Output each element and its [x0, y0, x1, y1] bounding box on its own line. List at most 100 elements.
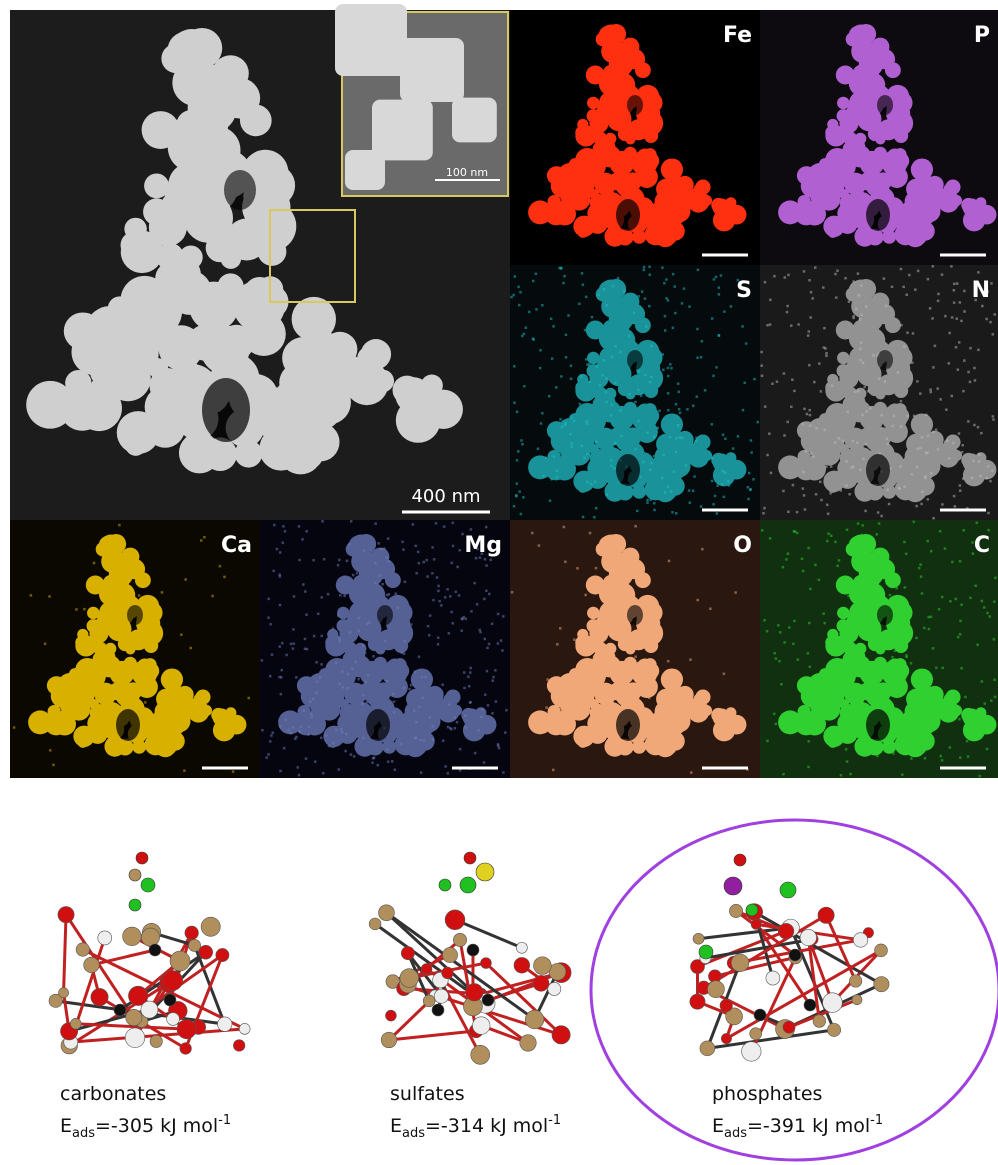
noise [513, 365, 516, 368]
noise [879, 426, 883, 429]
bond [385, 911, 536, 1021]
noise [977, 271, 980, 274]
atom [385, 1009, 397, 1022]
noise [824, 347, 827, 350]
noise [352, 573, 355, 577]
noise [451, 622, 455, 625]
noise [863, 385, 866, 389]
noise [975, 521, 979, 525]
noise [485, 564, 488, 567]
noise [875, 533, 879, 536]
noise [339, 594, 342, 597]
noise [502, 771, 505, 774]
noise [985, 747, 989, 751]
noise [834, 272, 837, 276]
noise [513, 275, 517, 278]
noise [674, 512, 678, 515]
noise [646, 501, 649, 504]
noise [969, 346, 972, 350]
noise [666, 392, 670, 395]
noise [966, 755, 970, 758]
noise [642, 265, 646, 269]
noise [822, 286, 825, 289]
noise [671, 326, 675, 330]
noise [958, 301, 962, 304]
noise [372, 655, 375, 658]
noise [461, 532, 464, 536]
atom [720, 1033, 732, 1045]
noise [647, 696, 651, 700]
noise [504, 731, 507, 734]
noise [937, 608, 941, 611]
noise [653, 508, 656, 512]
noise [377, 542, 380, 545]
atom [453, 932, 467, 947]
noise [963, 359, 966, 362]
noise [825, 539, 829, 543]
noise [911, 332, 915, 335]
noise [727, 484, 731, 487]
noise [320, 634, 324, 638]
atom [723, 876, 743, 896]
noise [345, 559, 349, 563]
noise [517, 285, 520, 289]
noise [893, 649, 897, 653]
noise [982, 606, 986, 609]
atom [782, 1020, 796, 1034]
noise [933, 344, 937, 348]
noise [910, 757, 913, 760]
noise [974, 298, 977, 302]
noise [458, 769, 462, 772]
noise [752, 478, 755, 481]
noise [319, 736, 323, 740]
noise [932, 516, 935, 520]
noise [968, 380, 972, 384]
noise [926, 498, 929, 501]
noise [496, 642, 500, 645]
noise [982, 290, 986, 294]
noise [559, 418, 562, 421]
noise [365, 700, 369, 704]
element-label: Ca [221, 533, 252, 558]
noise [487, 642, 491, 646]
noise [580, 272, 584, 275]
noise [722, 672, 726, 676]
noise [803, 508, 807, 511]
atom [90, 988, 109, 1007]
noise [450, 610, 453, 614]
atom [48, 993, 63, 1008]
atom [788, 948, 802, 962]
atom [873, 976, 890, 993]
noise [144, 701, 147, 704]
noise [926, 539, 929, 543]
noise [512, 293, 515, 297]
noise [849, 772, 852, 776]
noise [964, 695, 967, 699]
atom [725, 1007, 743, 1026]
caption-name: sulfates [390, 1083, 465, 1105]
noise [916, 269, 920, 273]
atom [719, 999, 733, 1013]
element-label: S [736, 278, 752, 303]
noise [295, 735, 298, 739]
noise [576, 567, 579, 570]
atom [465, 983, 484, 1002]
noise [560, 267, 563, 270]
noise [691, 489, 695, 493]
noise [283, 530, 287, 533]
noise [953, 505, 957, 508]
noise [678, 411, 682, 415]
atom [750, 918, 762, 930]
atom [480, 957, 492, 969]
noise [305, 530, 308, 533]
noise [656, 426, 660, 430]
noise [92, 561, 96, 565]
noise [315, 661, 318, 664]
element-label: P [974, 23, 990, 48]
noise [778, 631, 782, 634]
noise [431, 571, 434, 575]
noise [372, 756, 376, 759]
noise [919, 563, 922, 566]
noise [52, 763, 55, 767]
bond [705, 937, 813, 960]
